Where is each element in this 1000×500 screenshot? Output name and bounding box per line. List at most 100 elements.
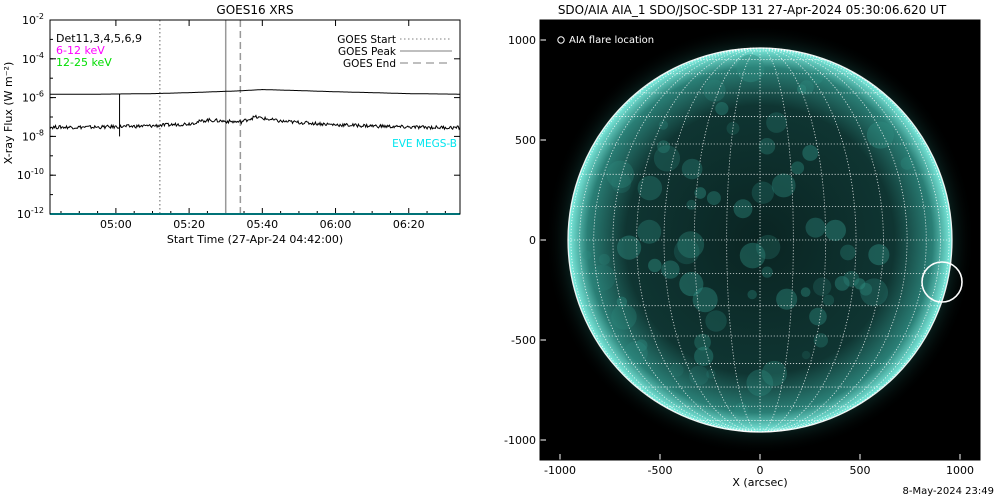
aia-active-patch — [673, 238, 700, 265]
aia-active-patch — [648, 258, 662, 273]
aia-active-patch — [868, 244, 890, 266]
aia-x-tick-label: 1000 — [946, 464, 974, 477]
aia-longitude-line — [759, 47, 827, 433]
aia-active-patch — [635, 339, 648, 352]
aia-xlabel: X (arcsec) — [732, 476, 787, 489]
aia-flare-circle — [921, 261, 963, 303]
goes-plot-frame — [49, 19, 461, 215]
aia-longitude-line — [759, 47, 927, 433]
goes-x-tick-label: 05:00 — [100, 218, 132, 231]
aia-longitude-line — [593, 47, 761, 433]
goes-xlabel: Start Time (27-Apr-24 04:42:00) — [167, 233, 343, 246]
goes-xrs-chart: GOES16 XRS X-ray Flux (W m⁻²) Start Time… — [2, 3, 461, 246]
aia-active-patch — [746, 369, 774, 397]
goes-legend-right-entry: GOES Peak — [338, 46, 397, 58]
aia-active-patch — [776, 288, 798, 310]
aia-active-patch — [813, 333, 829, 348]
aia-active-patch — [686, 199, 697, 210]
aia-active-patch — [606, 160, 635, 189]
aia-active-patch — [859, 282, 873, 296]
aia-longitude-line — [759, 47, 857, 433]
aia-x-tick-label: -1000 — [544, 464, 576, 477]
aia-active-patch — [854, 278, 866, 290]
aia-active-patch — [681, 158, 703, 180]
goes-legend-left-entry: Det11,3,4,5,6,9 — [56, 32, 142, 45]
aia-active-patch — [616, 296, 628, 308]
goes-legend-left-entry: 12-25 keV — [56, 56, 112, 69]
aia-active-patch — [653, 145, 681, 172]
aia-x-tick-label: -500 — [648, 464, 673, 477]
aia-y-tick-label: 0 — [529, 234, 536, 247]
aia-active-patch — [799, 80, 814, 95]
aia-active-patch — [747, 289, 757, 300]
aia-active-patch — [657, 140, 670, 154]
goes-y-tick-label: 10-6 — [22, 90, 44, 105]
aia-active-patch — [734, 402, 749, 417]
aia-active-patch — [805, 217, 826, 238]
aia-longitude-line — [612, 47, 761, 433]
aia-image-chart: SDO/AIA AIA_1 SDO/JSOC-SDP 131 27-Apr-20… — [504, 3, 981, 489]
aia-active-patch — [739, 242, 766, 269]
aia-active-patch — [669, 363, 684, 377]
aia-active-patch — [733, 199, 753, 219]
goes-x-tick-label: 06:00 — [320, 218, 352, 231]
aia-active-patch — [755, 234, 781, 260]
aia-active-patch — [812, 277, 832, 296]
aia-x-tick-label: 0 — [757, 464, 764, 477]
aia-active-patch — [840, 244, 856, 261]
aia-flare-legend-marker — [557, 36, 565, 44]
aia-y-tick-label: -500 — [511, 334, 536, 347]
aia-active-patch — [843, 270, 860, 287]
aia-active-patch — [761, 360, 787, 387]
aia-active-patch — [598, 253, 610, 266]
aia-active-patch — [736, 54, 765, 83]
aia-active-patch — [589, 264, 616, 291]
aia-longitude-line — [579, 47, 761, 433]
aia-active-patch — [834, 275, 850, 291]
aia-active-patch — [692, 287, 718, 313]
aia-active-patch — [705, 310, 727, 332]
aia-active-patch — [694, 333, 711, 351]
goes-legend-left-entry: 6-12 keV — [56, 44, 105, 57]
aia-active-patch — [637, 175, 663, 201]
aia-active-patch — [611, 304, 637, 330]
aia-limb-circle — [567, 47, 953, 433]
goes-eve-label: EVE MEGS-B — [392, 138, 457, 150]
aia-longitude-line — [759, 47, 884, 433]
goes-y-tick-label: 10-12 — [17, 206, 44, 221]
aia-active-patch — [809, 307, 827, 326]
aia-longitude-line — [759, 47, 941, 433]
aia-active-patch — [689, 365, 709, 386]
aia-active-patch — [797, 84, 807, 94]
goes-y-tick-label: 10-10 — [17, 167, 44, 182]
aia-x-tick-label: 500 — [850, 464, 871, 477]
aia-active-patch — [766, 112, 787, 133]
aia-active-patch — [706, 369, 716, 379]
aia-active-patch — [761, 266, 773, 278]
aia-active-patch — [703, 79, 726, 102]
aia-active-patch — [677, 231, 705, 259]
goes-y-tick-label: 10-4 — [22, 51, 44, 66]
goes-legend-right-entry: GOES End — [343, 58, 396, 70]
aia-active-patch — [822, 294, 835, 306]
aia-active-patch — [771, 173, 796, 198]
goes-series-line — [49, 114, 461, 131]
footer-date: 8-May-2024 23:49 — [902, 486, 994, 497]
aia-active-patch — [824, 219, 846, 241]
goes-legend-right-entry: GOES Start — [337, 34, 396, 46]
aia-longitude-line — [663, 47, 761, 433]
aia-active-patch — [582, 250, 592, 260]
aia-active-patch — [624, 341, 648, 365]
goes-x-tick-label: 06:20 — [393, 218, 425, 231]
goes-y-tick-label: 10-8 — [22, 128, 44, 143]
aia-active-patch — [679, 271, 704, 297]
aia-active-patch — [860, 278, 889, 307]
aia-active-patch — [715, 102, 729, 116]
goes-x-tick-label: 05:40 — [246, 218, 278, 231]
aia-active-patch — [866, 121, 894, 149]
aia-active-patch — [658, 120, 668, 130]
goes-chart-title: GOES16 XRS — [216, 3, 293, 17]
aia-active-patch — [751, 181, 775, 204]
aia-active-patch — [661, 260, 680, 279]
aia-y-tick-label: 500 — [515, 134, 536, 147]
